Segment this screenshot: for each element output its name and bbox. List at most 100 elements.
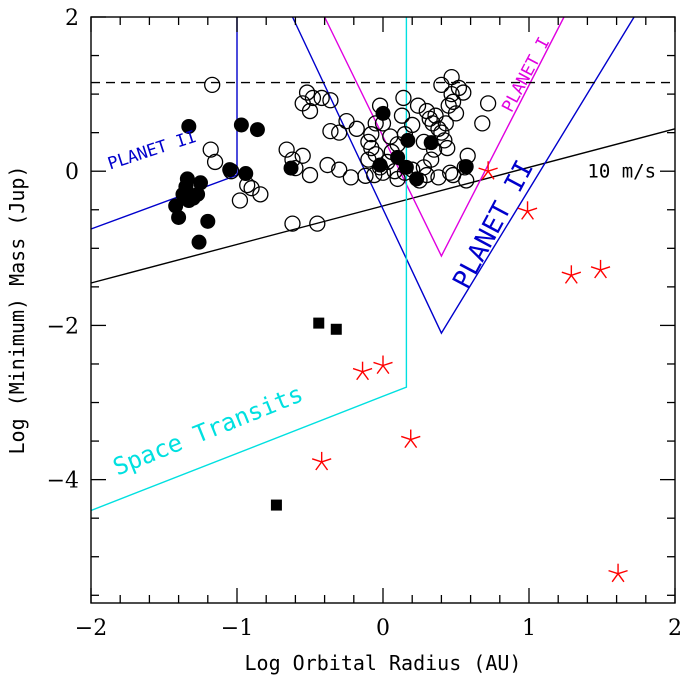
open-circle-point	[393, 107, 411, 124]
open-circle-point	[331, 124, 348, 141]
reference-line	[291, 16, 635, 335]
open-circle-point	[363, 126, 380, 143]
open-circle-point	[301, 166, 319, 184]
y-tick-label: 2	[65, 6, 79, 31]
open-circle-point	[395, 89, 412, 107]
filled-circle-point	[171, 209, 187, 225]
x-tick-label: −1	[221, 616, 253, 641]
open-circle-point	[444, 93, 462, 110]
filled-circle-point	[375, 105, 391, 121]
x-tick-label: −2	[75, 616, 107, 641]
data-points	[168, 68, 628, 583]
open-circle-point	[278, 141, 295, 158]
asterisk-point	[373, 355, 393, 375]
open-circle-point	[231, 192, 249, 209]
asterisk-point	[590, 259, 611, 279]
filled-circle-point	[398, 159, 414, 175]
open-circle-point	[439, 139, 456, 157]
open-circle-point	[206, 153, 224, 171]
filled-circle-point	[458, 159, 474, 175]
asterisk-point	[561, 265, 582, 284]
annotation-label: 10 m/s	[587, 160, 656, 182]
open-circle-point	[252, 186, 269, 203]
reference-line	[90, 17, 238, 230]
filled-circle-point	[222, 162, 238, 178]
open-circle-point	[204, 76, 221, 94]
open-circle-point	[389, 170, 406, 188]
filled-circle-point	[190, 186, 206, 202]
open-circle-point	[442, 164, 459, 181]
open-circle-point	[322, 92, 339, 109]
x-axis-title: Log Orbital Radius (AU)	[245, 651, 522, 675]
open-circle-point	[367, 115, 384, 132]
reference-line	[90, 17, 408, 512]
open-circle-point	[433, 76, 450, 94]
x-tick-label: 0	[376, 616, 390, 641]
open-circle-point	[348, 120, 365, 137]
y-tick-label: 0	[65, 160, 79, 185]
open-circle-point	[479, 95, 497, 112]
open-circle-point	[437, 115, 454, 132]
open-circle-point	[313, 89, 330, 107]
open-circle-point	[404, 116, 421, 134]
open-circle-point	[357, 167, 374, 184]
reference-lines	[90, 16, 676, 512]
open-circle-point	[382, 128, 399, 145]
open-circle-point	[309, 215, 326, 232]
open-circle-point	[304, 89, 322, 107]
open-circle-point	[319, 156, 336, 174]
filled-circle-point	[179, 171, 195, 187]
filled-circle-point	[249, 122, 265, 138]
filled-circle-point	[200, 213, 216, 229]
open-circle-point	[284, 215, 301, 232]
filled-circle-point	[233, 117, 249, 133]
x-tick-label: 2	[668, 616, 682, 641]
annotation-label: Space Transits	[109, 380, 307, 482]
open-circle-point	[243, 180, 260, 197]
asterisk-point	[401, 429, 421, 449]
open-circle-point	[298, 84, 316, 101]
filled-circle-point	[283, 160, 299, 176]
reference-line	[90, 128, 676, 284]
annotation-label: PLANET II	[105, 127, 199, 174]
open-circle-point	[433, 124, 450, 141]
y-tick-label: −4	[47, 469, 79, 494]
asterisk-point	[608, 563, 628, 583]
open-circle-point	[409, 97, 427, 114]
open-circle-point	[474, 115, 491, 132]
open-circle-point	[338, 112, 355, 130]
filled-circle-point	[238, 166, 254, 182]
open-circle-point	[202, 141, 219, 158]
annotation-label: PLANET I	[498, 34, 554, 116]
filled-circle-point	[390, 149, 406, 165]
asterisk-point	[478, 161, 498, 180]
x-tick-label: 1	[522, 616, 536, 641]
reference-line	[323, 16, 565, 258]
filled-circle-point	[191, 234, 207, 250]
filled-circle-point	[409, 171, 425, 187]
open-circle-point	[444, 166, 462, 184]
open-circle-point	[430, 169, 447, 186]
filled-circle-point	[400, 132, 416, 148]
open-circle-point	[447, 105, 465, 122]
filled-circle-point	[168, 198, 184, 214]
open-circle-point	[455, 84, 472, 101]
filled-square-point	[330, 323, 342, 335]
asterisk-point	[517, 201, 538, 220]
filled-square-point	[270, 499, 282, 511]
filled-square-point	[313, 317, 325, 329]
open-circle-point	[342, 169, 360, 186]
y-axis-title: Log (Minimum) Mass (Jup)	[5, 166, 29, 455]
open-circle-point	[301, 102, 319, 120]
filled-circle-point	[181, 118, 197, 134]
y-tick-label: −2	[47, 314, 79, 339]
filled-circle-point	[423, 135, 439, 151]
open-circle-point	[331, 161, 348, 178]
asterisk-point	[352, 361, 373, 381]
open-circle-point	[424, 115, 441, 132]
filled-circle-point	[372, 157, 388, 173]
asterisk-point	[311, 451, 332, 471]
open-circle-point	[443, 68, 460, 86]
open-circle-point	[322, 122, 339, 140]
filled-circle-point	[193, 175, 208, 191]
